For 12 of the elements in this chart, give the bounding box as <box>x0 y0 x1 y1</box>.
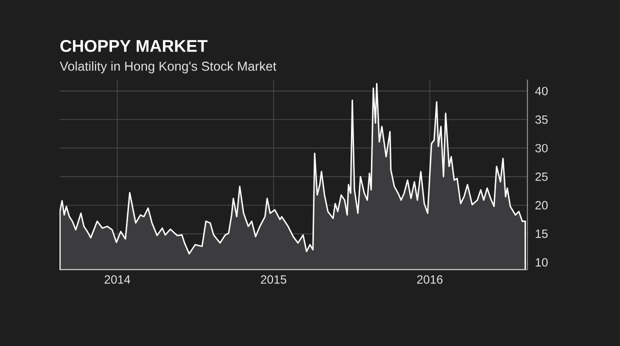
y-tick-label: 15 <box>536 229 548 238</box>
y-tick-label: 20 <box>535 200 548 210</box>
x-tick-label: 2015 <box>260 275 286 284</box>
y-tick-label: 25 <box>535 172 548 181</box>
y-tick-label: 10 <box>536 258 548 266</box>
chart-title: CHOPPY MARKET <box>60 40 208 52</box>
chart-subtitle: Volatility in Hong Kong's Stock Market <box>60 61 276 74</box>
y-tick-label: 35 <box>535 115 548 124</box>
y-tick-label: 30 <box>535 144 548 152</box>
y-tick-label: 40 <box>535 86 548 96</box>
x-tick-label: 2014 <box>104 275 130 284</box>
x-tick-label: 2016 <box>417 275 443 284</box>
